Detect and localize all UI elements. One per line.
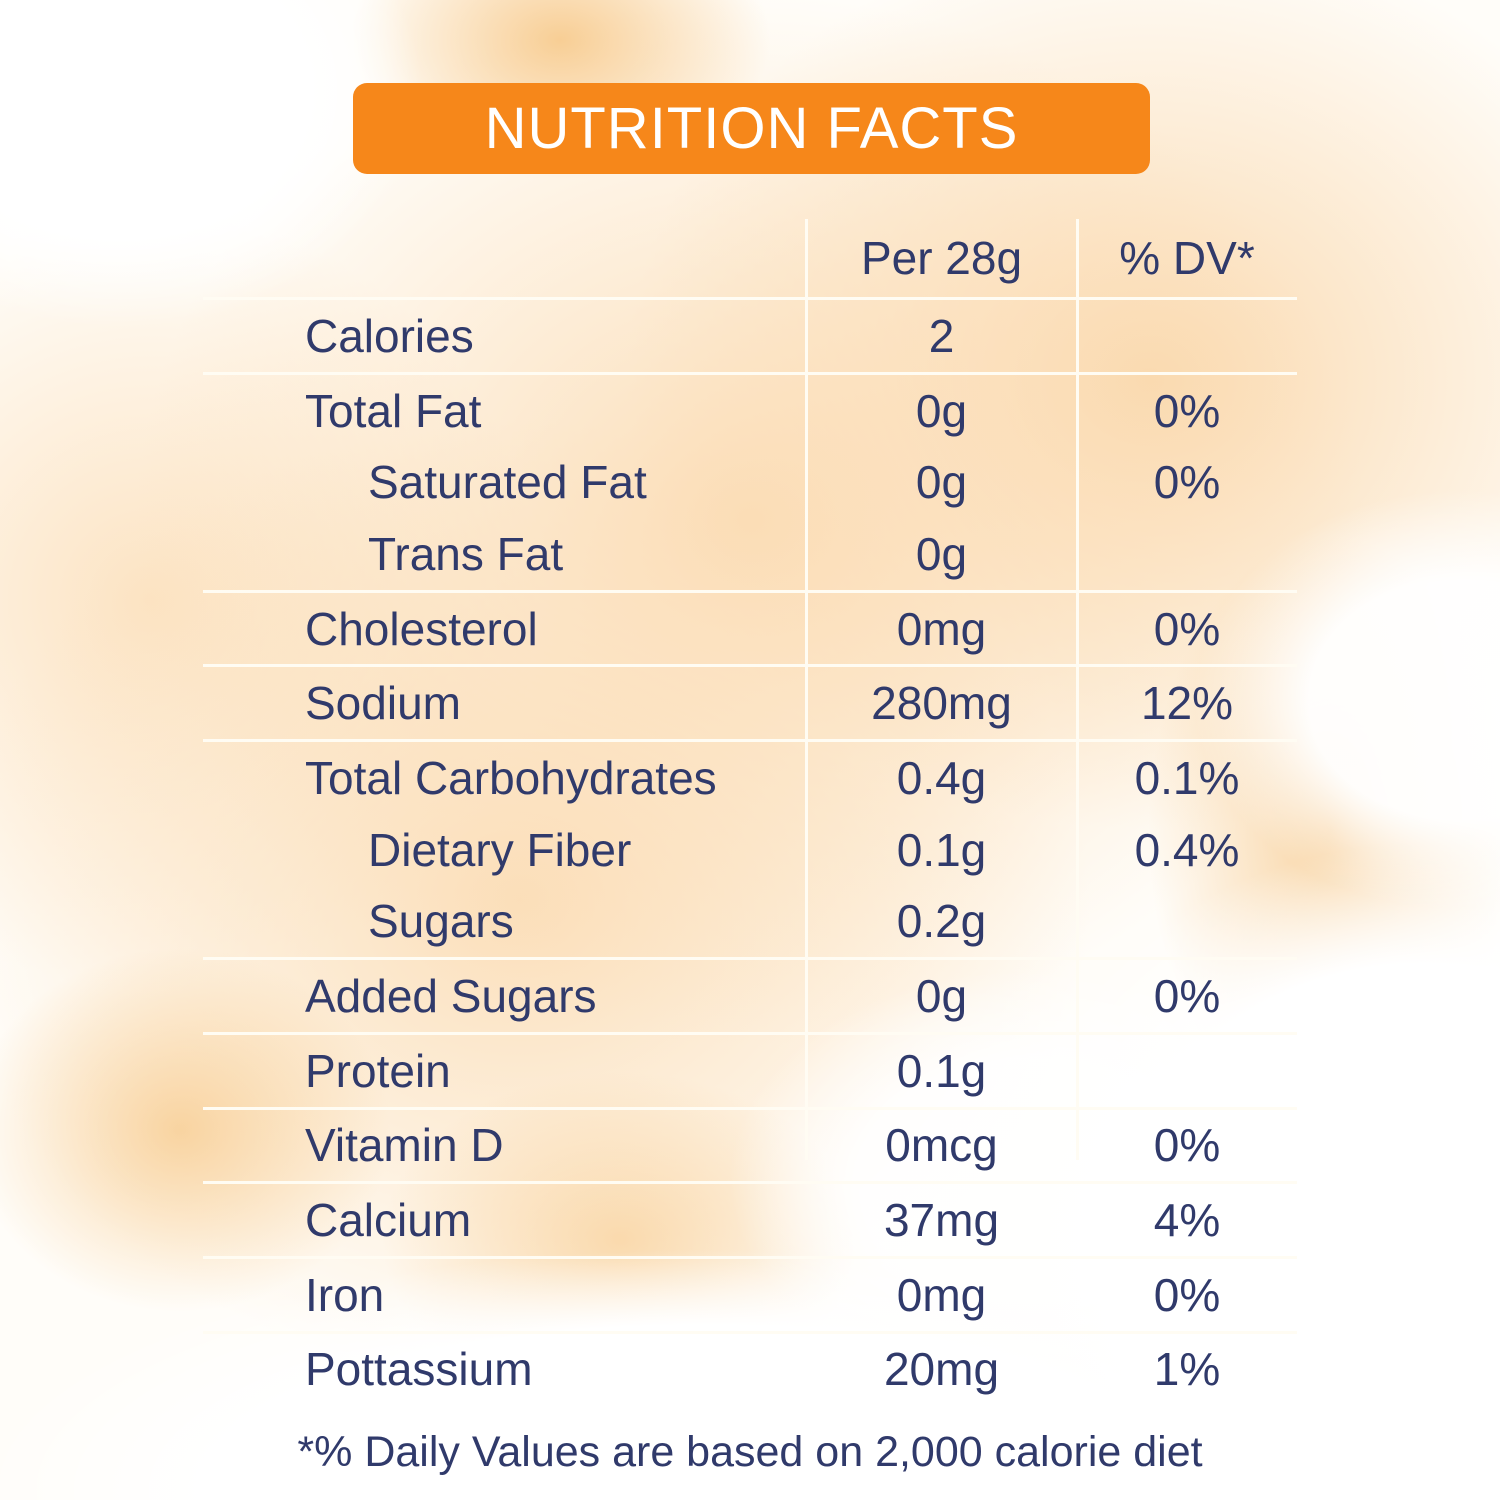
nutrient-dv: 0.1% [1134,751,1240,804]
nutrient-name: Cholesterol [305,602,538,655]
table-row: Sugars 0.2g [203,886,1297,958]
table-row: Total Fat 0g 0% [203,371,1297,447]
table-row: Cholesterol 0mg 0% [203,589,1297,665]
nutrient-amount: 0g [915,970,968,1023]
nutrient-dv: 0% [1153,602,1221,655]
nutrient-amount: 0mg [896,1268,987,1321]
nutrition-table: Per 28g % DV* Calories 2 Total Fat 0g 0%… [203,219,1297,1405]
nutrient-amount: 37mg [883,1194,1000,1247]
table-row: Total Carbohydrates 0.4g 0.1% [203,739,1297,814]
table-row: Protein 0.1g [203,1031,1297,1107]
nutrient-name: Iron [305,1268,385,1321]
nutrient-amount: 20mg [883,1343,1000,1396]
nutrient-dv: 4% [1153,1194,1221,1247]
nutrient-dv: 0% [1153,1119,1221,1172]
nutrient-dv: 0% [1153,456,1221,509]
nutrient-name: Total Carbohydrates [305,751,717,804]
nutrient-dv: 0% [1153,384,1221,437]
table-header-row: Per 28g % DV* [203,219,1297,297]
nutrient-name: Sodium [305,677,461,730]
nutrient-amount: 0.2g [896,895,987,948]
nutrient-name: Dietary Fiber [368,823,632,876]
nutrient-name: Calcium [305,1194,472,1247]
column-divider-right [1076,219,1079,1160]
table-row: Calcium 37mg 4% [203,1181,1297,1256]
nutrient-dv: 12% [1140,677,1234,730]
nutrient-amount: 0mg [896,602,987,655]
nutrient-amount: 0g [915,384,968,437]
header-amount-cell: Per 28g [860,232,1023,284]
table-row: Sodium 280mg 12% [203,664,1297,739]
nutrient-name: Trans Fat [368,527,564,580]
daily-value-footnote: *% Daily Values are based on 2,000 calor… [297,1428,1203,1476]
nutrient-amount: 0.4g [896,751,987,804]
nutrient-amount: 0mcg [885,1119,998,1172]
nutrient-name: Total Fat [305,384,482,437]
nutrient-name: Pottassium [305,1343,533,1396]
column-divider-left [805,219,808,1160]
table-row: Calories 2 [203,297,1297,372]
nutrient-amount: 280mg [871,677,1012,730]
title-banner: NUTRITION FACTS [353,83,1150,174]
page-title: NUTRITION FACTS [484,96,1019,161]
table-row: Saturated Fat 0g 0% [203,446,1297,518]
nutrient-dv: 0.4% [1134,823,1240,876]
nutrient-dv: 1% [1153,1343,1221,1396]
nutrient-name: Vitamin D [305,1119,504,1172]
table-row: Iron 0mg 0% [203,1255,1297,1331]
nutrient-name: Protein [305,1044,451,1097]
nutrient-dv: 0% [1153,1268,1221,1321]
nutrient-name: Sugars [368,895,514,948]
nutrient-name: Added Sugars [305,970,597,1023]
nutrient-dv: 0% [1153,970,1221,1023]
table-row: Added Sugars 0g 0% [203,957,1297,1032]
table-row: Pottassium 20mg 1% [203,1330,1297,1406]
table-row: Dietary Fiber 0.1g 0.4% [203,814,1297,886]
nutrient-amount: 0.1g [896,1044,987,1097]
nutrient-name: Calories [305,309,474,362]
header-dv-cell: % DV* [1119,232,1255,284]
nutrient-amount: 0.1g [896,823,987,876]
nutrient-amount: 0g [915,527,968,580]
nutrition-table-body: Calories 2 Total Fat 0g 0% Saturated Fat… [203,297,1297,1405]
nutrient-amount: 2 [928,309,955,362]
nutrient-amount: 0g [915,456,968,509]
table-row: Trans Fat 0g [203,518,1297,590]
nutrient-name: Saturated Fat [368,456,647,509]
table-row: Vitamin D 0mcg 0% [203,1106,1297,1182]
